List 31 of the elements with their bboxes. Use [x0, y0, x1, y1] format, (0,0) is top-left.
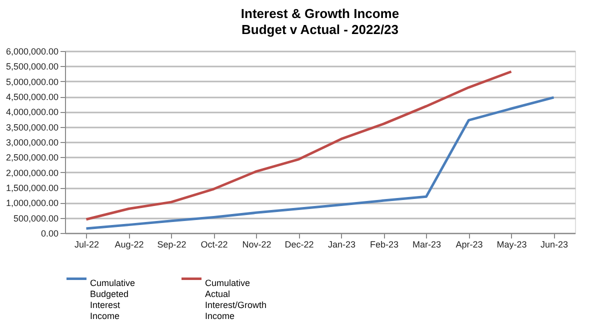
- legend-label: Cumulative Budgeted Interest Income: [90, 278, 136, 321]
- y-tick-label: 5,500,000.00: [6, 62, 58, 72]
- y-tick-label: 0.00: [40, 228, 58, 238]
- x-tick-label: May-23: [496, 240, 527, 250]
- x-tick-label: Feb-23: [370, 240, 399, 250]
- y-tick-label: 6,000,000.00: [6, 46, 58, 56]
- y-tick-label: 4,000,000.00: [6, 107, 58, 118]
- x-tick-label: Nov-22: [242, 240, 272, 250]
- y-tick-label: 1,500,000.00: [6, 183, 58, 193]
- x-tick-label: Jan-23: [328, 240, 356, 250]
- x-tick-label: Apr-23: [456, 240, 483, 250]
- y-tick-label: 1,000,000.00: [6, 198, 58, 208]
- y-tick-label: 4,500,000.00: [6, 92, 58, 102]
- x-tick-label: Sep-22: [157, 240, 186, 250]
- y-tick-label: 5,000,000.00: [6, 76, 58, 87]
- x-tick-label: Mar-23: [412, 240, 442, 250]
- line-series: [85, 96, 555, 230]
- x-tick-label: Jul-22: [74, 240, 100, 250]
- y-tick-label: 2,000,000.00: [6, 168, 58, 178]
- x-tick-label: Dec-22: [284, 240, 314, 250]
- y-tick-label: 2,500,000.00: [6, 152, 58, 163]
- chart-title: Interest & Growth Income: [240, 6, 400, 21]
- chart-subtitle: Budget v Actual - 2022/23: [241, 22, 399, 37]
- y-tick-label: 3,000,000.00: [6, 138, 58, 148]
- y-tick-label: 500,000.00: [13, 213, 58, 224]
- line-series: [85, 70, 512, 221]
- y-tick-label: 3,500,000.00: [6, 122, 58, 132]
- x-tick-label: Jun-23: [540, 240, 568, 250]
- x-tick-label: Aug-22: [114, 240, 144, 250]
- legend-label: Cumulative Actual Interest/Growth Income: [205, 278, 267, 321]
- x-tick-label: Oct-22: [200, 240, 228, 250]
